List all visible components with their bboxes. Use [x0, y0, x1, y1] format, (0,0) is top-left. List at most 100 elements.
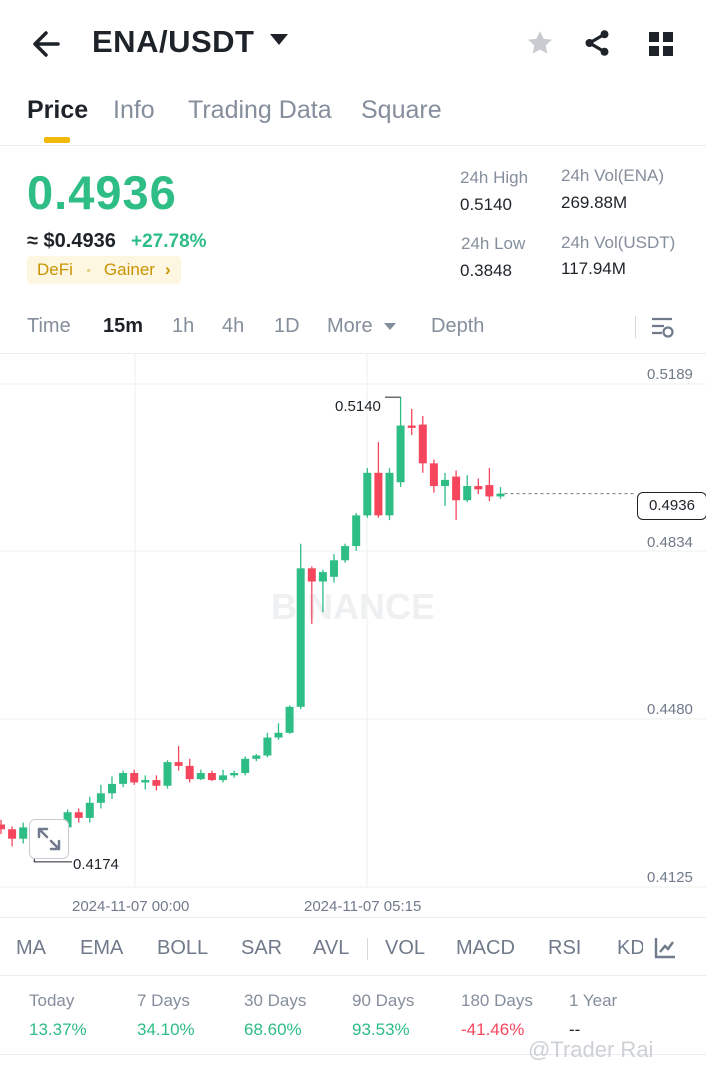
- candle: [385, 468, 394, 521]
- candle: [341, 543, 350, 563]
- candle: [474, 478, 483, 495]
- indicator-vol[interactable]: VOL: [385, 937, 426, 959]
- chart-watermark: BINANCE: [271, 586, 435, 627]
- expand-icon: [37, 827, 61, 851]
- candle: [330, 554, 338, 583]
- low-label: 24h Low: [461, 234, 526, 253]
- candle: [8, 826, 17, 847]
- perf-label-7d: 7 Days: [137, 991, 190, 1010]
- candle: [74, 808, 83, 823]
- perf-value-1y: --: [569, 1020, 581, 1039]
- candle: [141, 775, 150, 790]
- candlestick-chart[interactable]: BINANCE: [0, 354, 706, 914]
- candle: [0, 819, 5, 834]
- vol-usdt-value: 117.94M: [561, 259, 626, 278]
- indicator-macd[interactable]: MACD: [456, 937, 515, 959]
- candle: [352, 512, 361, 551]
- pair-dropdown-icon[interactable]: [270, 34, 288, 45]
- divider: [0, 1054, 706, 1055]
- candle: [219, 769, 227, 783]
- candle: [96, 784, 105, 809]
- candle: [130, 769, 139, 785]
- candle: [418, 416, 427, 473]
- candle: [429, 459, 438, 493]
- pair-title[interactable]: ENA/USDT: [92, 24, 255, 59]
- interval-time[interactable]: Time: [27, 315, 71, 337]
- divider: [0, 353, 706, 354]
- candle: [174, 746, 183, 771]
- chevron-right-icon: ›: [164, 260, 171, 279]
- indicator-sar[interactable]: SAR: [241, 937, 283, 959]
- indicator-settings-icon[interactable]: [651, 936, 677, 965]
- perf-value-180d: -41.46%: [461, 1020, 525, 1039]
- indicator-kd[interactable]: KD: [617, 937, 643, 959]
- indicator-boll[interactable]: BOLL: [157, 937, 209, 959]
- perf-label-90d: 90 Days: [352, 991, 415, 1010]
- tag-bar[interactable]: DeFi Gainer ›: [27, 256, 181, 284]
- perf-label-1y: 1 Year: [569, 991, 618, 1010]
- candle: [374, 442, 383, 518]
- tab-depth[interactable]: Depth: [431, 315, 485, 337]
- candle: [19, 822, 28, 844]
- divider: [0, 917, 706, 918]
- tab-price[interactable]: Price: [27, 96, 89, 124]
- interval-more[interactable]: More: [327, 315, 373, 337]
- price-axis-label: 0.4834: [647, 534, 693, 551]
- candle: [363, 468, 372, 518]
- favorite-star-icon[interactable]: [525, 28, 555, 63]
- price-axis-label: 0.4125: [647, 869, 693, 886]
- expand-chart-button[interactable]: [29, 819, 69, 859]
- indicator-avl[interactable]: AVL: [313, 937, 350, 959]
- interval-1d[interactable]: 1D: [274, 315, 300, 337]
- last-price: 0.4936: [27, 166, 177, 219]
- more-caret-icon: [384, 323, 396, 330]
- tag-separator: [86, 268, 90, 272]
- share-icon[interactable]: [582, 28, 612, 63]
- current-price-marker: 0.4936: [637, 492, 706, 520]
- high-marker-label: 0.5140: [335, 398, 381, 415]
- time-axis-label: 2024-11-07 05:15: [304, 898, 422, 915]
- candle: [185, 758, 194, 783]
- candle: [152, 775, 161, 791]
- active-tab-indicator: [44, 137, 70, 143]
- tag-gainer[interactable]: Gainer: [103, 260, 155, 279]
- tag-defi[interactable]: DeFi: [37, 260, 73, 279]
- low-marker-label: 0.4174: [73, 856, 119, 873]
- candle: [307, 566, 316, 625]
- back-arrow-icon[interactable]: [28, 24, 68, 64]
- time-axis-label: 2024-11-07 00:00: [72, 898, 190, 915]
- candle: [452, 470, 461, 521]
- usd-price: ≈ $0.4936: [27, 230, 116, 252]
- indicator-ma[interactable]: MA: [16, 937, 46, 959]
- divider: [0, 145, 706, 146]
- chart-settings-icon[interactable]: [650, 315, 676, 346]
- tab-square[interactable]: Square: [361, 96, 442, 124]
- tab-info[interactable]: Info: [113, 96, 155, 124]
- indicator-rsi[interactable]: RSI: [548, 937, 582, 959]
- divider: [367, 938, 368, 960]
- tab-trading-data[interactable]: Trading Data: [188, 96, 332, 124]
- grid-menu-icon[interactable]: [648, 31, 674, 62]
- indicator-ema[interactable]: EMA: [80, 937, 124, 959]
- vol-usdt-label: 24h Vol(USDT): [561, 233, 676, 252]
- candle: [207, 770, 216, 782]
- interval-4h[interactable]: 4h: [222, 315, 245, 337]
- candle: [296, 543, 305, 710]
- candle: [463, 475, 472, 503]
- candle: [108, 776, 116, 799]
- perf-label-today: Today: [29, 991, 75, 1010]
- interval-15m[interactable]: 15m: [103, 315, 144, 337]
- candle: [196, 769, 205, 781]
- low-value: 0.3848: [460, 261, 512, 280]
- candle: [274, 723, 283, 740]
- high-label: 24h High: [460, 168, 529, 187]
- candle: [396, 397, 405, 487]
- candle: [163, 760, 172, 789]
- vol-ena-value: 269.88M: [561, 193, 628, 212]
- perf-label-30d: 30 Days: [244, 991, 307, 1010]
- interval-1h[interactable]: 1h: [172, 315, 195, 337]
- high-value: 0.5140: [460, 195, 512, 214]
- perf-value-30d: 68.60%: [244, 1020, 302, 1039]
- candle: [230, 770, 239, 778]
- watermark-text: @Trader Rai: [528, 1037, 654, 1062]
